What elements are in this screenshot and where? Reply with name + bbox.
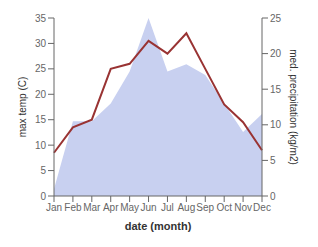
svg-text:med. precipitation (kg/m2): med. precipitation (kg/m2) <box>288 49 299 165</box>
svg-text:Jan: Jan <box>46 202 62 213</box>
svg-text:5: 5 <box>40 165 46 176</box>
svg-text:35: 35 <box>35 13 47 24</box>
svg-text:15: 15 <box>35 114 47 125</box>
svg-text:10: 10 <box>35 140 47 151</box>
svg-text:10: 10 <box>270 119 282 130</box>
svg-text:20: 20 <box>35 89 47 100</box>
svg-text:5: 5 <box>270 155 276 166</box>
svg-text:Sep: Sep <box>196 202 214 213</box>
svg-text:30: 30 <box>35 38 47 49</box>
svg-text:25: 25 <box>35 63 47 74</box>
svg-text:25: 25 <box>270 13 282 24</box>
svg-text:15: 15 <box>270 84 282 95</box>
svg-text:Dec: Dec <box>253 202 271 213</box>
svg-text:Mar: Mar <box>83 202 101 213</box>
svg-text:Aug: Aug <box>177 202 195 213</box>
svg-text:20: 20 <box>270 48 282 59</box>
svg-text:Oct: Oct <box>216 202 232 213</box>
svg-text:0: 0 <box>40 191 46 202</box>
svg-text:0: 0 <box>270 191 276 202</box>
svg-text:max temp (C): max temp (C) <box>17 77 28 138</box>
svg-text:Jun: Jun <box>140 202 156 213</box>
svg-text:Nov: Nov <box>234 202 252 213</box>
svg-text:Jul: Jul <box>161 202 174 213</box>
svg-text:Apr: Apr <box>103 202 119 213</box>
svg-text:May: May <box>120 202 139 213</box>
svg-text:Feb: Feb <box>64 202 82 213</box>
svg-text:date (month): date (month) <box>125 220 192 232</box>
